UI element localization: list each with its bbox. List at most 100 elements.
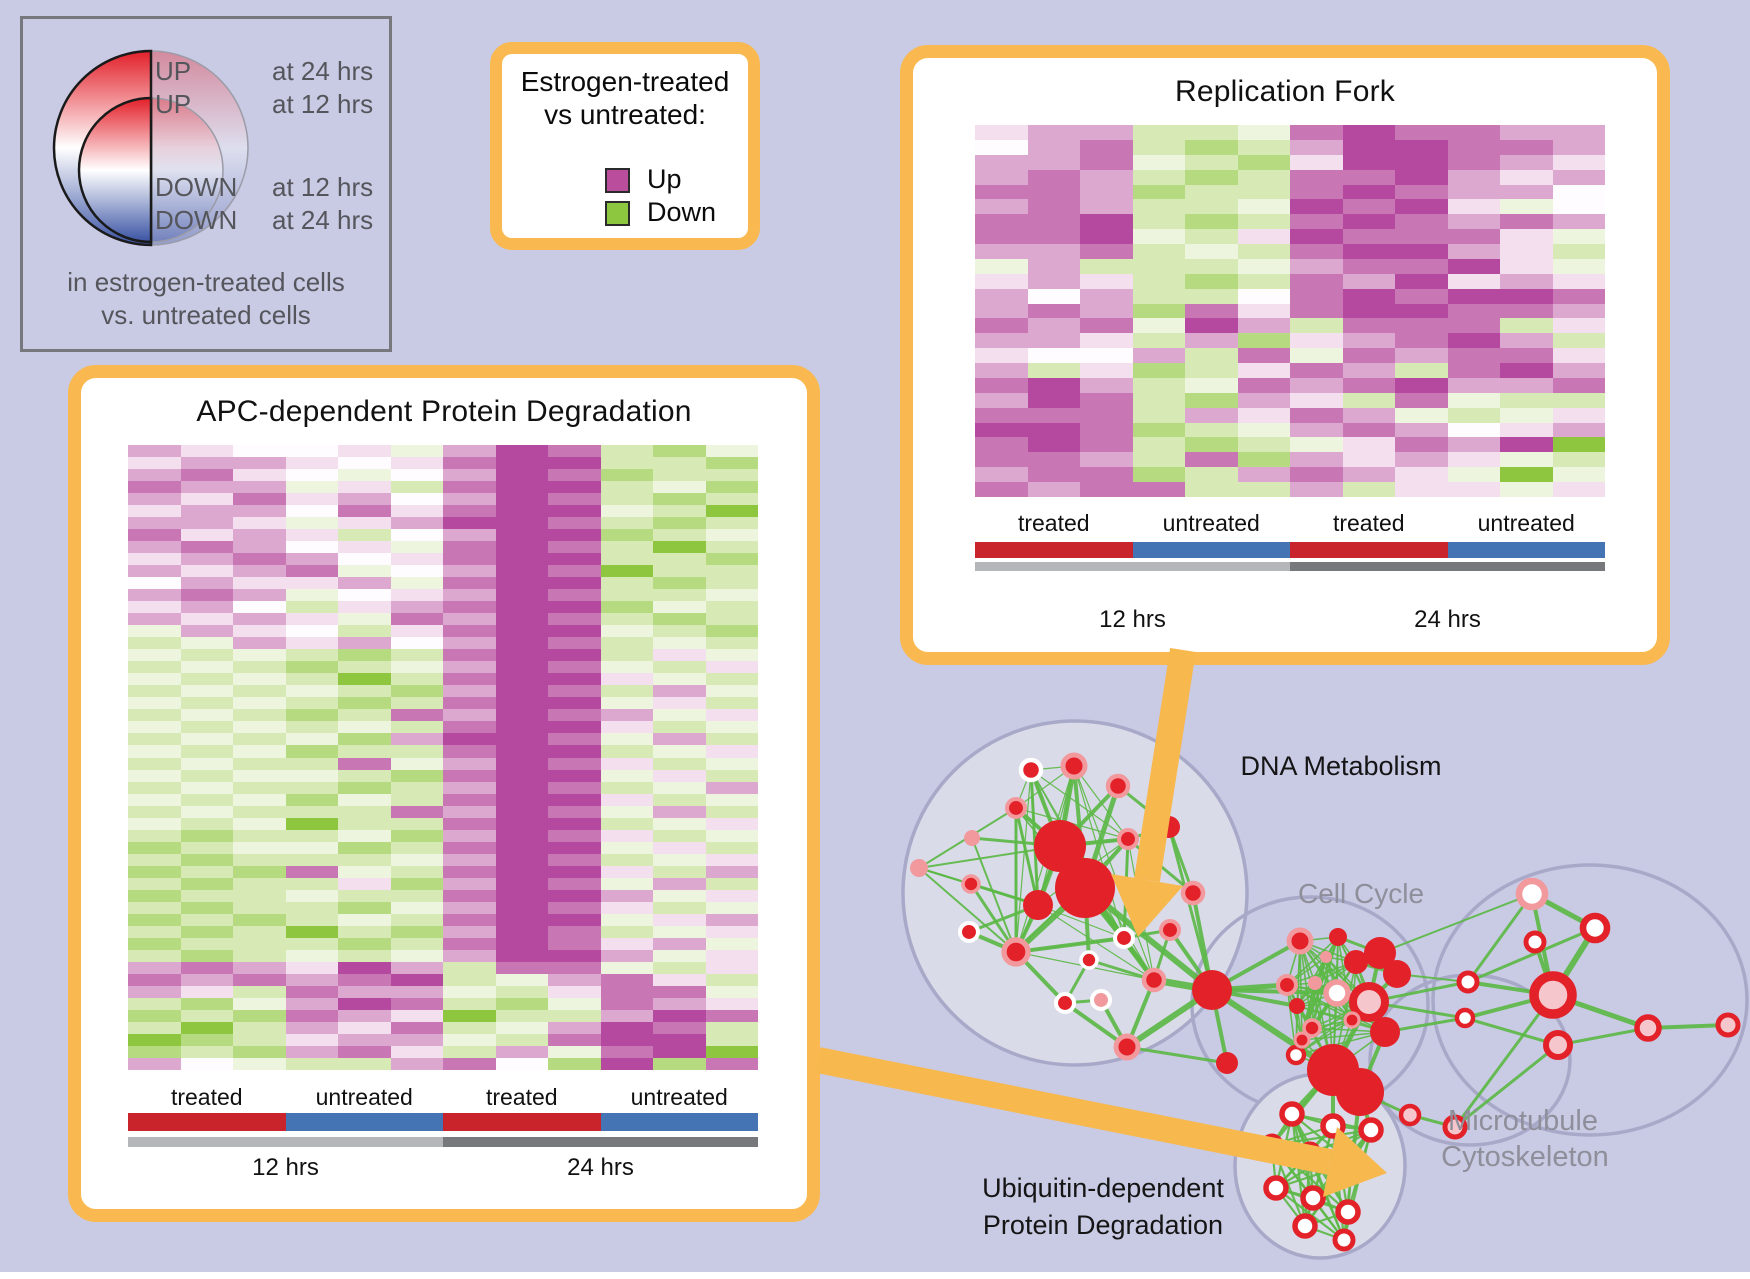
network-edge <box>1126 1045 1228 1065</box>
network-edge <box>1330 1000 1372 1072</box>
heatmap-cell <box>600 865 653 878</box>
heatmap-cell <box>1237 363 1290 378</box>
heatmap-cell <box>653 637 706 650</box>
network-edge <box>1325 956 1357 963</box>
gene-node-c7 <box>1289 998 1305 1014</box>
heatmap-cell <box>443 505 496 518</box>
heatmap-cell <box>285 793 338 806</box>
gene-node-c17 <box>1320 951 1332 963</box>
heatmap-cell <box>1080 437 1133 453</box>
heatmap-cell <box>1395 482 1448 497</box>
heatmap-cell <box>233 637 286 650</box>
heatmap-cell <box>390 505 443 518</box>
heatmap-cell <box>443 517 496 530</box>
network-edge <box>1301 1031 1386 1041</box>
network-edge <box>1358 1091 1373 1131</box>
network-edge <box>1059 838 1129 847</box>
heatmap-cell <box>548 553 601 566</box>
network-edge <box>1299 940 1316 984</box>
network-edge <box>1013 885 1088 955</box>
heatmap-cell <box>285 973 338 986</box>
network-edge <box>1291 1112 1372 1132</box>
concentric-circles-legend-icon <box>52 49 249 247</box>
gene-node-c6 <box>1323 979 1351 1007</box>
heatmap-cell <box>548 745 601 758</box>
heatmap-cell <box>390 925 443 938</box>
heatmap-cell <box>233 685 286 698</box>
heatmap-cell <box>180 601 233 614</box>
network-edge <box>1035 845 1063 906</box>
heatmap-cell <box>705 913 758 926</box>
network-edge <box>1275 1129 1372 1189</box>
heatmap-cell <box>1552 169 1605 185</box>
heatmap-cell <box>600 757 653 770</box>
heatmap-cell <box>1395 273 1448 289</box>
heatmap-cell <box>1342 318 1395 334</box>
heatmap-cell <box>705 1021 758 1034</box>
heatmap-cell <box>338 709 391 722</box>
heatmap-cell <box>128 841 181 854</box>
heatmap-cell <box>233 1033 286 1046</box>
heatmap-cell <box>1342 363 1395 378</box>
network-edge <box>1311 992 1338 1029</box>
heatmap-cell <box>285 733 338 746</box>
gene-node-d23 <box>1216 1052 1238 1074</box>
heatmap-cell <box>548 493 601 506</box>
network-edge <box>1123 937 1155 981</box>
heatmap-cell <box>705 613 758 626</box>
network-edge <box>1037 904 1125 939</box>
heatmap-cell <box>443 649 496 662</box>
heatmap-cell <box>1080 258 1133 274</box>
heatmap-cell <box>1132 452 1185 468</box>
heatmap-cell <box>338 865 391 878</box>
heatmap-cell <box>1080 169 1133 185</box>
heatmap-cell <box>285 1045 338 1058</box>
network-edge <box>1088 958 1155 982</box>
heatmap-cell <box>1080 467 1133 483</box>
network-edge <box>1314 982 1334 1071</box>
network-edge <box>1550 926 1598 997</box>
network-edge <box>1296 1005 1353 1021</box>
heatmap-cell <box>495 637 548 650</box>
heatmap-cell <box>600 745 653 758</box>
heatmap-cell <box>1447 125 1500 140</box>
heatmap-cell <box>1185 244 1238 259</box>
heatmap-cell <box>1500 273 1553 289</box>
heatmap-cell <box>1080 184 1133 200</box>
heatmap-cell <box>495 469 548 482</box>
heatmap-cell <box>285 517 338 530</box>
legend-down-12-time: at 12 hrs <box>272 172 374 202</box>
heatmap-cell <box>1027 348 1080 364</box>
gene-node-c12 <box>1307 1044 1359 1096</box>
heatmap-cell <box>285 493 338 506</box>
network-edge <box>1314 982 1353 1021</box>
heatmap-cell <box>653 1057 706 1070</box>
heatmap-cell <box>233 913 286 926</box>
network-edge <box>1015 765 1075 953</box>
rf-time-labels: 12 hrs 24 hrs <box>975 606 1605 634</box>
heatmap-cell <box>1080 318 1133 334</box>
heatmap-cell <box>600 973 653 986</box>
heatmap-cell <box>1027 452 1080 468</box>
heatmap-cell <box>1185 303 1238 319</box>
heatmap-cell <box>390 649 443 662</box>
heatmap-cell <box>653 733 706 746</box>
heatmap-cell <box>1237 333 1290 349</box>
heatmap-cell <box>128 577 181 590</box>
heatmap-cell <box>1447 348 1500 364</box>
heatmap-cell <box>338 1033 391 1046</box>
heatmap-cell <box>1185 125 1238 140</box>
network-edge <box>1337 936 1353 1021</box>
heatmap-cell <box>443 721 496 734</box>
heatmap-cell <box>180 961 233 974</box>
network-edge <box>1127 825 1170 841</box>
network-edge <box>1059 837 1129 848</box>
heatmap-cell <box>1395 214 1448 230</box>
heatmap-cell <box>705 709 758 722</box>
heatmap-cell <box>975 303 1028 319</box>
heatmap-cell <box>338 685 391 698</box>
network-edge <box>1299 940 1353 1021</box>
heatmap-cell <box>1552 363 1605 378</box>
heatmap-cell <box>1342 288 1395 304</box>
network-edge <box>1275 1186 1349 1214</box>
